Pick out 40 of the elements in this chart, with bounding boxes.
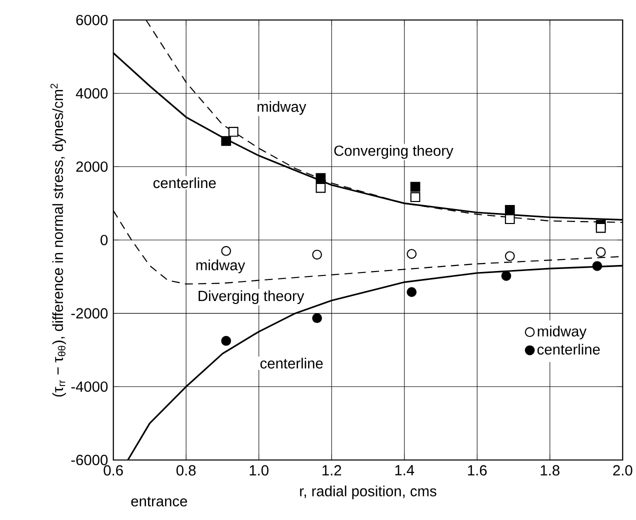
point [504,214,515,224]
point [406,287,417,297]
annotation: Diverging theory [198,290,304,304]
y-axis-title: (τ$_{rr}$ − τ$_{θθ}$), difference in normal stress, dynes/cm$^{2}$ [50,84,66,397]
x-tick-label: 0.8 [176,465,196,476]
annotation: midway [258,101,306,115]
point [596,222,606,233]
point [316,182,326,193]
point [221,336,232,346]
annotation: midway [196,260,246,274]
y-tick-label: 2000 [76,161,108,172]
legend-label: centerline [537,344,600,355]
y-tick-label: -4000 [71,381,108,392]
annotation: Converging theory [334,145,454,159]
point [316,173,326,183]
x-tick-label: 1.4 [395,465,414,476]
x-tick-label: 1.0 [250,465,268,476]
x-tick-label: 1.8 [540,465,560,476]
x-tick-label: 1.2 [322,465,342,476]
point [501,270,512,281]
x-tick-label: 0.6 [104,465,123,476]
point [410,182,420,192]
point [312,313,322,324]
point [592,261,602,271]
point [504,204,515,215]
x-tick-label: 1.6 [468,465,487,476]
x-tick-label: 2.0 [613,465,632,476]
text: entrance [131,496,188,506]
x-axis-title: r, radial position, cms [300,486,436,500]
y-tick-label: 6000 [76,14,108,26]
point [410,192,420,202]
y-tick-label: -2000 [71,308,108,319]
legend-label: midway [538,326,587,340]
point [228,126,238,137]
y-tick-label: 0 [100,234,108,246]
point [221,136,232,146]
y-tick-label: -6000 [71,454,108,466]
y-tick-label: 4000 [76,88,108,99]
annotation: centerline [260,358,323,369]
annotation: centerline [153,177,216,188]
